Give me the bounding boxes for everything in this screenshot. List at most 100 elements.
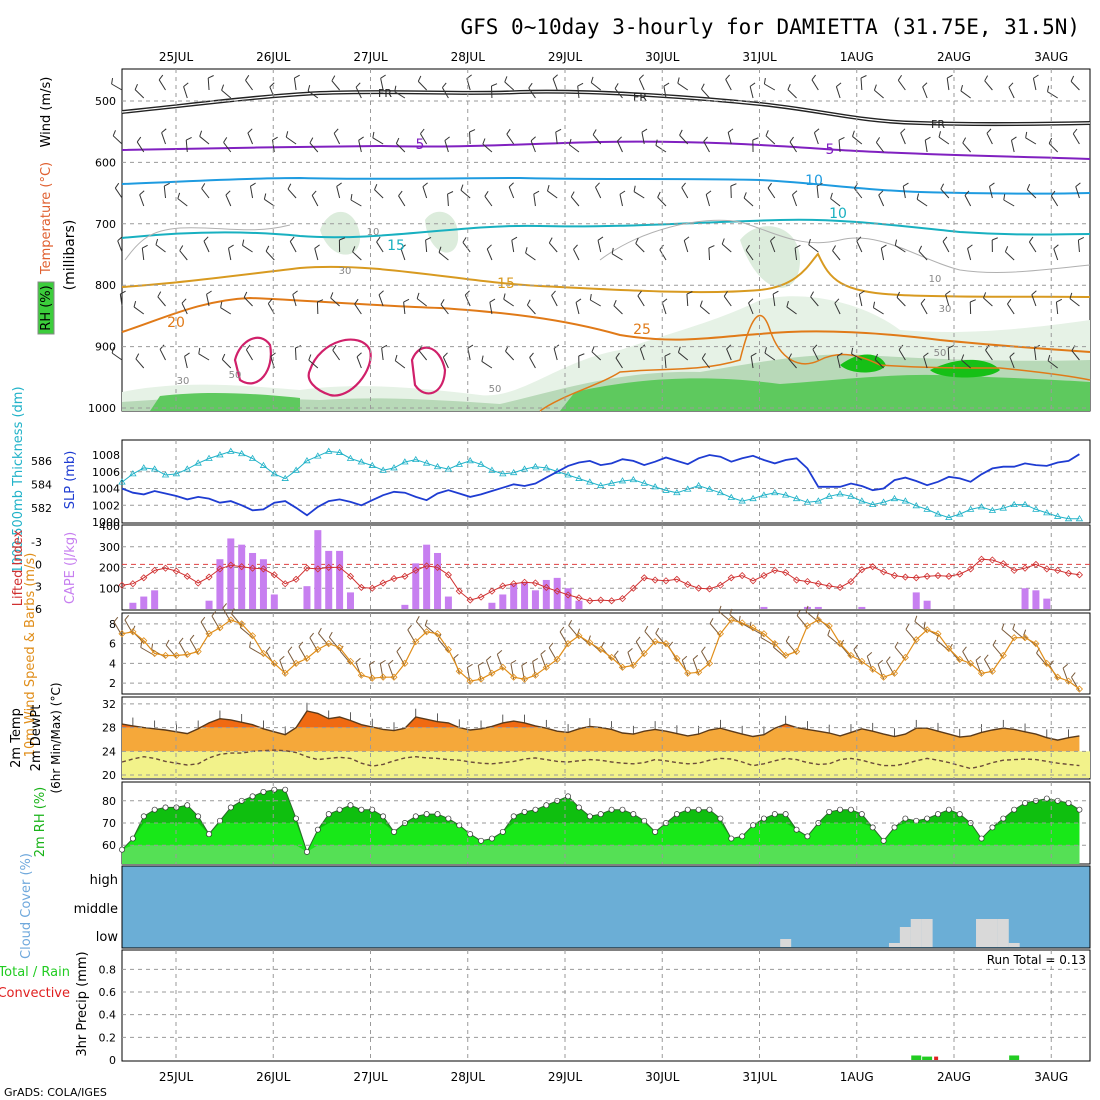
barb-shaft <box>635 243 645 253</box>
wind-barb <box>633 185 645 199</box>
wind-barb <box>287 646 297 666</box>
wind-speed-marker <box>227 616 235 624</box>
panel-cloud-cover: high middle low Cloud Cover (%) <box>19 853 1091 959</box>
barb-flag <box>372 131 375 138</box>
barb-flag <box>309 137 314 144</box>
wind-barb <box>880 244 887 261</box>
barb-flag <box>203 236 209 242</box>
barb-shaft <box>692 659 700 675</box>
barb-shaft <box>916 198 928 207</box>
wind-barb <box>356 352 362 369</box>
barb-shaft <box>967 248 972 261</box>
wind-barb <box>374 183 384 199</box>
wind-speed-marker <box>695 668 703 676</box>
pressure-tick: 900 <box>95 341 116 354</box>
lifted-index-marker <box>390 574 398 583</box>
wind-barb <box>789 136 797 153</box>
barb-shaft <box>141 248 145 261</box>
barb-flag <box>510 659 517 664</box>
barb-shaft <box>135 358 145 369</box>
wind-barb <box>664 352 671 369</box>
wind-barb <box>905 623 917 642</box>
wind-speed-marker <box>455 667 463 675</box>
thickness-marker <box>194 459 202 466</box>
barb-flag <box>591 346 595 353</box>
cape-bar <box>1032 590 1040 609</box>
wind-barb <box>816 182 823 199</box>
wind-barb <box>1055 298 1063 315</box>
li-tick: 0 <box>35 558 42 571</box>
rh-marker <box>945 806 952 813</box>
wind-barb <box>135 353 145 369</box>
barb-flag <box>948 345 954 349</box>
wind-barb <box>679 129 689 145</box>
barb-shaft <box>1075 186 1080 199</box>
barb-shaft <box>1070 81 1080 91</box>
barb-shaft <box>770 240 776 253</box>
wind-barb <box>962 137 972 153</box>
thickness-axis-label: 1000-500mb Thickness (dm) <box>11 386 26 573</box>
wind-speed-marker <box>705 659 714 667</box>
barb-flag <box>661 298 668 303</box>
wind-barb <box>293 74 300 91</box>
rh-marker <box>206 831 212 838</box>
wind-barb <box>425 236 432 253</box>
barb-shaft <box>860 77 863 91</box>
barb-flag <box>354 298 359 305</box>
barb-shaft <box>352 251 362 261</box>
wind-barb <box>860 75 867 91</box>
barb-flag <box>184 352 190 357</box>
thickness-marker <box>281 474 289 481</box>
barb-flag <box>792 190 798 196</box>
thickness-marker <box>586 478 594 485</box>
barb-flag <box>589 293 592 301</box>
barb-shaft <box>920 303 928 315</box>
barb-shaft <box>1010 140 1015 153</box>
wind-barb <box>155 238 166 253</box>
barb-shaft <box>157 296 166 307</box>
wind-barb <box>708 245 715 261</box>
barb-flag <box>788 353 792 360</box>
barb-flag <box>228 244 234 249</box>
wind-barb <box>786 301 797 315</box>
lifted-index-marker <box>553 587 561 595</box>
slp-tick: 1006 <box>92 466 120 479</box>
wind-barb <box>894 641 906 660</box>
wind-barb <box>591 346 602 361</box>
barb-shaft <box>570 196 580 207</box>
wind-speed-marker <box>575 632 583 640</box>
barb-shaft <box>551 295 558 307</box>
barb-flag <box>181 298 187 304</box>
rh-marker <box>510 813 517 820</box>
rh-marker <box>478 837 484 844</box>
barb-shaft <box>1053 248 1059 261</box>
barb-flag <box>186 136 192 141</box>
wind-speed-marker <box>967 659 975 667</box>
barb-flag <box>1070 75 1075 82</box>
thickness-marker <box>509 468 518 476</box>
lifted-index-marker <box>684 580 692 589</box>
wind-barb <box>637 290 645 307</box>
lifted-index-marker <box>618 595 627 603</box>
barb-flag <box>521 661 528 666</box>
wind-barb <box>836 352 843 369</box>
wind-barb <box>811 74 819 91</box>
lifted-index-line <box>121 558 1080 602</box>
wind-barb <box>830 192 841 207</box>
thickness-marker <box>1064 515 1073 522</box>
barb-flag <box>189 634 195 640</box>
wind-barb <box>767 182 776 199</box>
rh-marker <box>760 815 767 822</box>
rh-marker <box>717 815 724 822</box>
wind-speed-marker <box>999 651 1007 660</box>
lifted-index-marker <box>520 578 529 586</box>
barb-flag <box>597 236 604 241</box>
barb-shaft <box>1071 350 1080 361</box>
isotherm-label: 25 <box>633 322 651 338</box>
thickness-marker <box>814 497 823 504</box>
barb-shaft <box>705 194 711 207</box>
barb-shaft <box>441 87 449 99</box>
wind-speed-marker <box>847 651 855 660</box>
panel-2m-rh: 60 70 80 2m RH (%) <box>33 781 1091 865</box>
